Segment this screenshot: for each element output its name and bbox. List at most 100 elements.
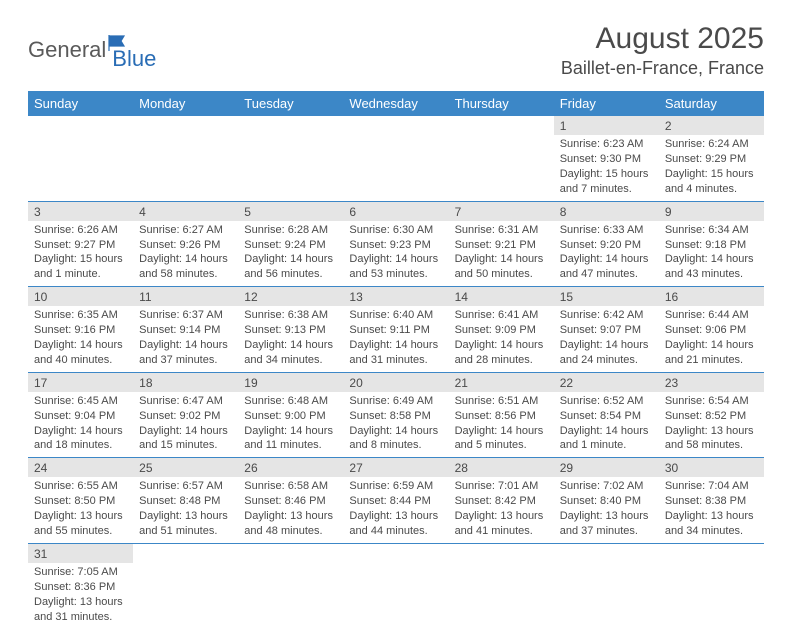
calendar-cell: [343, 116, 448, 201]
day-number: [238, 116, 343, 135]
sunrise-text: Sunrise: 7:05 AM: [34, 565, 127, 580]
day-body: Sunrise: 6:26 AMSunset: 9:27 PMDaylight:…: [28, 221, 133, 286]
day-header: Sunday: [28, 91, 133, 116]
daylight-text: Daylight: 14 hours and 43 minutes.: [665, 252, 758, 282]
day-number: 18: [133, 373, 238, 392]
sunset-text: Sunset: 8:56 PM: [455, 409, 548, 424]
sunrise-text: Sunrise: 6:44 AM: [665, 308, 758, 323]
daylight-text: Daylight: 14 hours and 31 minutes.: [349, 338, 442, 368]
sunset-text: Sunset: 8:44 PM: [349, 494, 442, 509]
sunset-text: Sunset: 9:26 PM: [139, 238, 232, 253]
sunset-text: Sunset: 8:58 PM: [349, 409, 442, 424]
daylight-text: Daylight: 15 hours and 4 minutes.: [665, 167, 758, 197]
day-body: Sunrise: 6:23 AMSunset: 9:30 PMDaylight:…: [554, 135, 659, 200]
sunrise-text: Sunrise: 6:41 AM: [455, 308, 548, 323]
sunrise-text: Sunrise: 6:42 AM: [560, 308, 653, 323]
daylight-text: Daylight: 14 hours and 15 minutes.: [139, 424, 232, 454]
day-number: [343, 544, 448, 563]
day-number: 28: [449, 458, 554, 477]
sunrise-text: Sunrise: 6:55 AM: [34, 479, 127, 494]
daylight-text: Daylight: 13 hours and 44 minutes.: [349, 509, 442, 539]
sunset-text: Sunset: 9:23 PM: [349, 238, 442, 253]
day-number: 2: [659, 116, 764, 135]
day-number: 8: [554, 202, 659, 221]
sunset-text: Sunset: 9:18 PM: [665, 238, 758, 253]
calendar-cell: 3Sunrise: 6:26 AMSunset: 9:27 PMDaylight…: [28, 201, 133, 287]
calendar-cell: [343, 543, 448, 628]
calendar-cell: 4Sunrise: 6:27 AMSunset: 9:26 PMDaylight…: [133, 201, 238, 287]
daylight-text: Daylight: 14 hours and 37 minutes.: [139, 338, 232, 368]
sunset-text: Sunset: 8:54 PM: [560, 409, 653, 424]
calendar-cell: 10Sunrise: 6:35 AMSunset: 9:16 PMDayligh…: [28, 287, 133, 373]
sunset-text: Sunset: 8:50 PM: [34, 494, 127, 509]
daylight-text: Daylight: 13 hours and 34 minutes.: [665, 509, 758, 539]
daylight-text: Daylight: 14 hours and 24 minutes.: [560, 338, 653, 368]
sunset-text: Sunset: 8:52 PM: [665, 409, 758, 424]
sunset-text: Sunset: 9:20 PM: [560, 238, 653, 253]
calendar-cell: 18 Sunrise: 6:47 AMSunset: 9:02 PMDayligh…: [133, 372, 238, 458]
day-body: Sunrise: 6:51 AMSunset: 8:56 PMDaylight:…: [449, 392, 554, 457]
day-number: [659, 544, 764, 563]
calendar-cell: 23Sunrise: 6:54 AMSunset: 8:52 PMDayligh…: [659, 372, 764, 458]
sunrise-text: Sunrise: 6:27 AM: [139, 223, 232, 238]
sunset-text: Sunset: 9:00 PM: [244, 409, 337, 424]
calendar-cell: 6Sunrise: 6:30 AMSunset: 9:23 PMDaylight…: [343, 201, 448, 287]
day-body: Sunrise: 6:33 AMSunset: 9:20 PMDaylight:…: [554, 221, 659, 286]
day-header: Thursday: [449, 91, 554, 116]
calendar-week: 3Sunrise: 6:26 AMSunset: 9:27 PMDaylight…: [28, 201, 764, 287]
sunrise-text: Sunrise: 6:49 AM: [349, 394, 442, 409]
calendar-cell: 29Sunrise: 7:02 AMSunset: 8:40 PMDayligh…: [554, 458, 659, 544]
calendar-cell: [238, 543, 343, 628]
sunrise-text: Sunrise: 6:35 AM: [34, 308, 127, 323]
daylight-text: Daylight: 14 hours and 11 minutes.: [244, 424, 337, 454]
day-number: 24: [28, 458, 133, 477]
calendar-cell: 22Sunrise: 6:52 AMSunset: 8:54 PMDayligh…: [554, 372, 659, 458]
day-body: Sunrise: 6:55 AMSunset: 8:50 PMDaylight:…: [28, 477, 133, 542]
sunrise-text: Sunrise: 7:04 AM: [665, 479, 758, 494]
day-number: 1: [554, 116, 659, 135]
day-number: 26: [238, 458, 343, 477]
daylight-text: Daylight: 14 hours and 56 minutes.: [244, 252, 337, 282]
daylight-text: Daylight: 13 hours and 48 minutes.: [244, 509, 337, 539]
day-header: Friday: [554, 91, 659, 116]
sunrise-text: Sunrise: 6:24 AM: [665, 137, 758, 152]
calendar-week: 31Sunrise: 7:05 AMSunset: 8:36 PMDayligh…: [28, 543, 764, 628]
daylight-text: Daylight: 14 hours and 50 minutes.: [455, 252, 548, 282]
calendar-cell: 14Sunrise: 6:41 AMSunset: 9:09 PMDayligh…: [449, 287, 554, 373]
day-number: 29: [554, 458, 659, 477]
day-body: Sunrise: 6:57 AMSunset: 8:48 PMDaylight:…: [133, 477, 238, 542]
daylight-text: Daylight: 14 hours and 58 minutes.: [139, 252, 232, 282]
sunrise-text: Sunrise: 6:38 AM: [244, 308, 337, 323]
calendar-cell: 31Sunrise: 7:05 AMSunset: 8:36 PMDayligh…: [28, 543, 133, 628]
sunset-text: Sunset: 9:14 PM: [139, 323, 232, 338]
sunrise-text: Sunrise: 7:01 AM: [455, 479, 548, 494]
location: Baillet-en-France, France: [561, 58, 764, 79]
calendar-cell: 25Sunrise: 6:57 AMSunset: 8:48 PMDayligh…: [133, 458, 238, 544]
sunrise-text: Sunrise: 6:47 AM: [139, 394, 232, 409]
day-number: 11: [133, 287, 238, 306]
sunrise-text: Sunrise: 6:28 AM: [244, 223, 337, 238]
day-body: Sunrise: 6:31 AMSunset: 9:21 PMDaylight:…: [449, 221, 554, 286]
sunrise-text: Sunrise: 7:02 AM: [560, 479, 653, 494]
logo-text-1: General: [28, 37, 106, 63]
day-number: 10: [28, 287, 133, 306]
day-number: 3: [28, 202, 133, 221]
daylight-text: Daylight: 14 hours and 18 minutes.: [34, 424, 127, 454]
calendar-cell: 11Sunrise: 6:37 AMSunset: 9:14 PMDayligh…: [133, 287, 238, 373]
day-number: 17: [28, 373, 133, 392]
day-number: 13: [343, 287, 448, 306]
day-body: Sunrise: 6:40 AMSunset: 9:11 PMDaylight:…: [343, 306, 448, 371]
daylight-text: Daylight: 13 hours and 31 minutes.: [34, 595, 127, 625]
day-body: Sunrise: 6:27 AMSunset: 9:26 PMDaylight:…: [133, 221, 238, 286]
sunrise-text: Sunrise: 6:34 AM: [665, 223, 758, 238]
daylight-text: Daylight: 13 hours and 55 minutes.: [34, 509, 127, 539]
calendar-page: General Blue August 2025 Baillet-en-Fran…: [0, 0, 792, 628]
calendar-cell: 21Sunrise: 6:51 AMSunset: 8:56 PMDayligh…: [449, 372, 554, 458]
sunset-text: Sunset: 9:02 PM: [139, 409, 232, 424]
day-number: 14: [449, 287, 554, 306]
day-header: Saturday: [659, 91, 764, 116]
calendar-cell: 13Sunrise: 6:40 AMSunset: 9:11 PMDayligh…: [343, 287, 448, 373]
day-number: 15: [554, 287, 659, 306]
calendar-week: 17Sunrise: 6:45 AMSunset: 9:04 PMDayligh…: [28, 372, 764, 458]
day-number: 20: [343, 373, 448, 392]
